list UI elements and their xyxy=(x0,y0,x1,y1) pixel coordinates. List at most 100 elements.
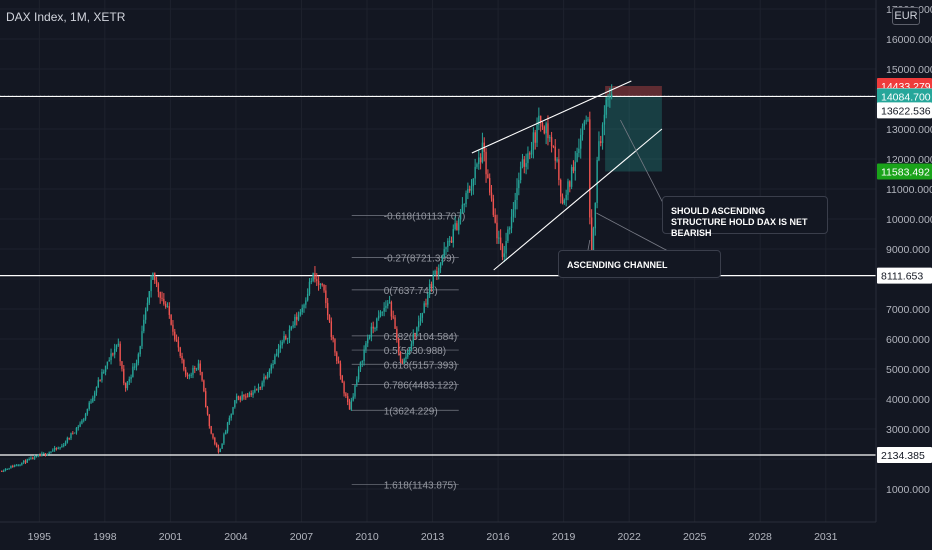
candle-body xyxy=(241,395,243,400)
candle-body xyxy=(554,146,556,161)
candle-body xyxy=(113,348,116,355)
candle-body xyxy=(245,396,247,398)
candle-body xyxy=(303,304,305,308)
price-label-box xyxy=(877,163,932,180)
candle-body xyxy=(32,457,34,460)
currency-button[interactable]: EUR xyxy=(892,7,920,25)
candle-body xyxy=(163,298,165,304)
price-tick-label: 12000.000 xyxy=(886,154,932,166)
candle-body xyxy=(286,338,289,340)
candle-body xyxy=(354,385,356,397)
candle-body xyxy=(529,153,531,155)
candle-body xyxy=(505,241,507,254)
candle-body xyxy=(605,99,607,115)
candle-body xyxy=(6,468,8,470)
candle-body xyxy=(363,349,365,362)
candle-body xyxy=(1,471,3,472)
candle-body xyxy=(445,247,447,250)
candle-body xyxy=(592,228,595,259)
candle-body xyxy=(22,460,25,463)
candle-body xyxy=(574,161,576,171)
bearish-annotation[interactable]: SHOULD ASCENDING STRUCTURE HOLD DAX IS N… xyxy=(662,196,828,238)
candle-body xyxy=(19,464,21,466)
candle-body xyxy=(243,395,245,397)
candle-body xyxy=(55,448,58,450)
candle-body xyxy=(543,126,546,134)
candle-body xyxy=(148,291,150,303)
price-label-text: 2134.385 xyxy=(881,450,925,462)
candle-body xyxy=(274,355,276,364)
candle-body xyxy=(86,408,89,414)
time-tick-label: 2001 xyxy=(159,531,183,543)
candle-body xyxy=(474,166,476,179)
candle-body xyxy=(319,284,322,286)
candle-body xyxy=(565,194,567,201)
price-tick-label: 1000.000 xyxy=(886,484,930,496)
candle-body xyxy=(53,448,56,451)
candle-body xyxy=(359,362,362,370)
time-tick-label: 1995 xyxy=(28,531,52,543)
candle-body xyxy=(28,459,30,461)
annotation-pointer xyxy=(620,119,665,206)
candle-body xyxy=(4,468,7,471)
candle-body xyxy=(521,159,524,167)
candle-body xyxy=(514,199,516,210)
candle-body xyxy=(610,94,613,97)
time-tick-label: 2031 xyxy=(814,531,838,543)
candle-body xyxy=(186,374,189,376)
candle-body xyxy=(77,426,79,428)
candle-body xyxy=(168,306,171,315)
fib-level-label: 0(7637.748) xyxy=(384,286,438,297)
candle-body xyxy=(90,401,92,403)
candle-body xyxy=(250,393,252,395)
candle-body xyxy=(254,389,256,393)
time-tick-label: 2019 xyxy=(552,531,576,543)
candle-body xyxy=(377,315,380,319)
candle-body xyxy=(212,433,214,438)
candle-body xyxy=(124,383,127,389)
price-label-box xyxy=(877,88,932,105)
candle-body xyxy=(279,345,282,349)
candle-body xyxy=(410,343,413,350)
candle-body xyxy=(589,119,591,218)
candle-body xyxy=(567,181,569,195)
candle-body xyxy=(225,431,227,435)
candle-body xyxy=(428,284,431,295)
candle-body xyxy=(115,345,118,349)
candle-body xyxy=(525,163,527,167)
candle-body xyxy=(481,142,484,163)
candle-body xyxy=(208,414,211,427)
candle-body xyxy=(66,437,69,443)
candle-body xyxy=(177,341,180,348)
candle-body xyxy=(199,363,201,373)
candle-body xyxy=(197,363,200,369)
price-label-text: 13622.536 xyxy=(881,105,931,117)
candle-body xyxy=(317,280,320,285)
candle-body xyxy=(13,465,16,467)
fib-level-label: 0.5(5630.988) xyxy=(384,346,446,357)
candle-body xyxy=(206,407,209,415)
candle-body xyxy=(157,283,160,292)
candle-body xyxy=(448,240,451,242)
candle-body xyxy=(112,353,114,355)
candle-body xyxy=(347,396,349,402)
candle-body xyxy=(558,159,560,180)
candle-body xyxy=(334,339,336,353)
candle-body xyxy=(601,124,604,144)
price-tick-label: 13000.000 xyxy=(886,124,932,136)
candle-body xyxy=(83,419,85,421)
candle-body xyxy=(376,318,378,328)
candle-body xyxy=(414,334,416,336)
fib-level-label: 0.786(4483.122) xyxy=(384,381,457,392)
candle-body xyxy=(583,121,586,127)
candle-body xyxy=(485,151,487,175)
candle-body xyxy=(345,393,347,397)
candle-body xyxy=(24,460,27,463)
candle-body xyxy=(570,167,573,187)
candle-body xyxy=(84,413,87,420)
candle-body xyxy=(492,198,495,215)
candle-body xyxy=(63,445,65,447)
channel-annotation[interactable]: ASCENDING CHANNEL xyxy=(558,250,721,278)
candle-body xyxy=(465,193,467,205)
